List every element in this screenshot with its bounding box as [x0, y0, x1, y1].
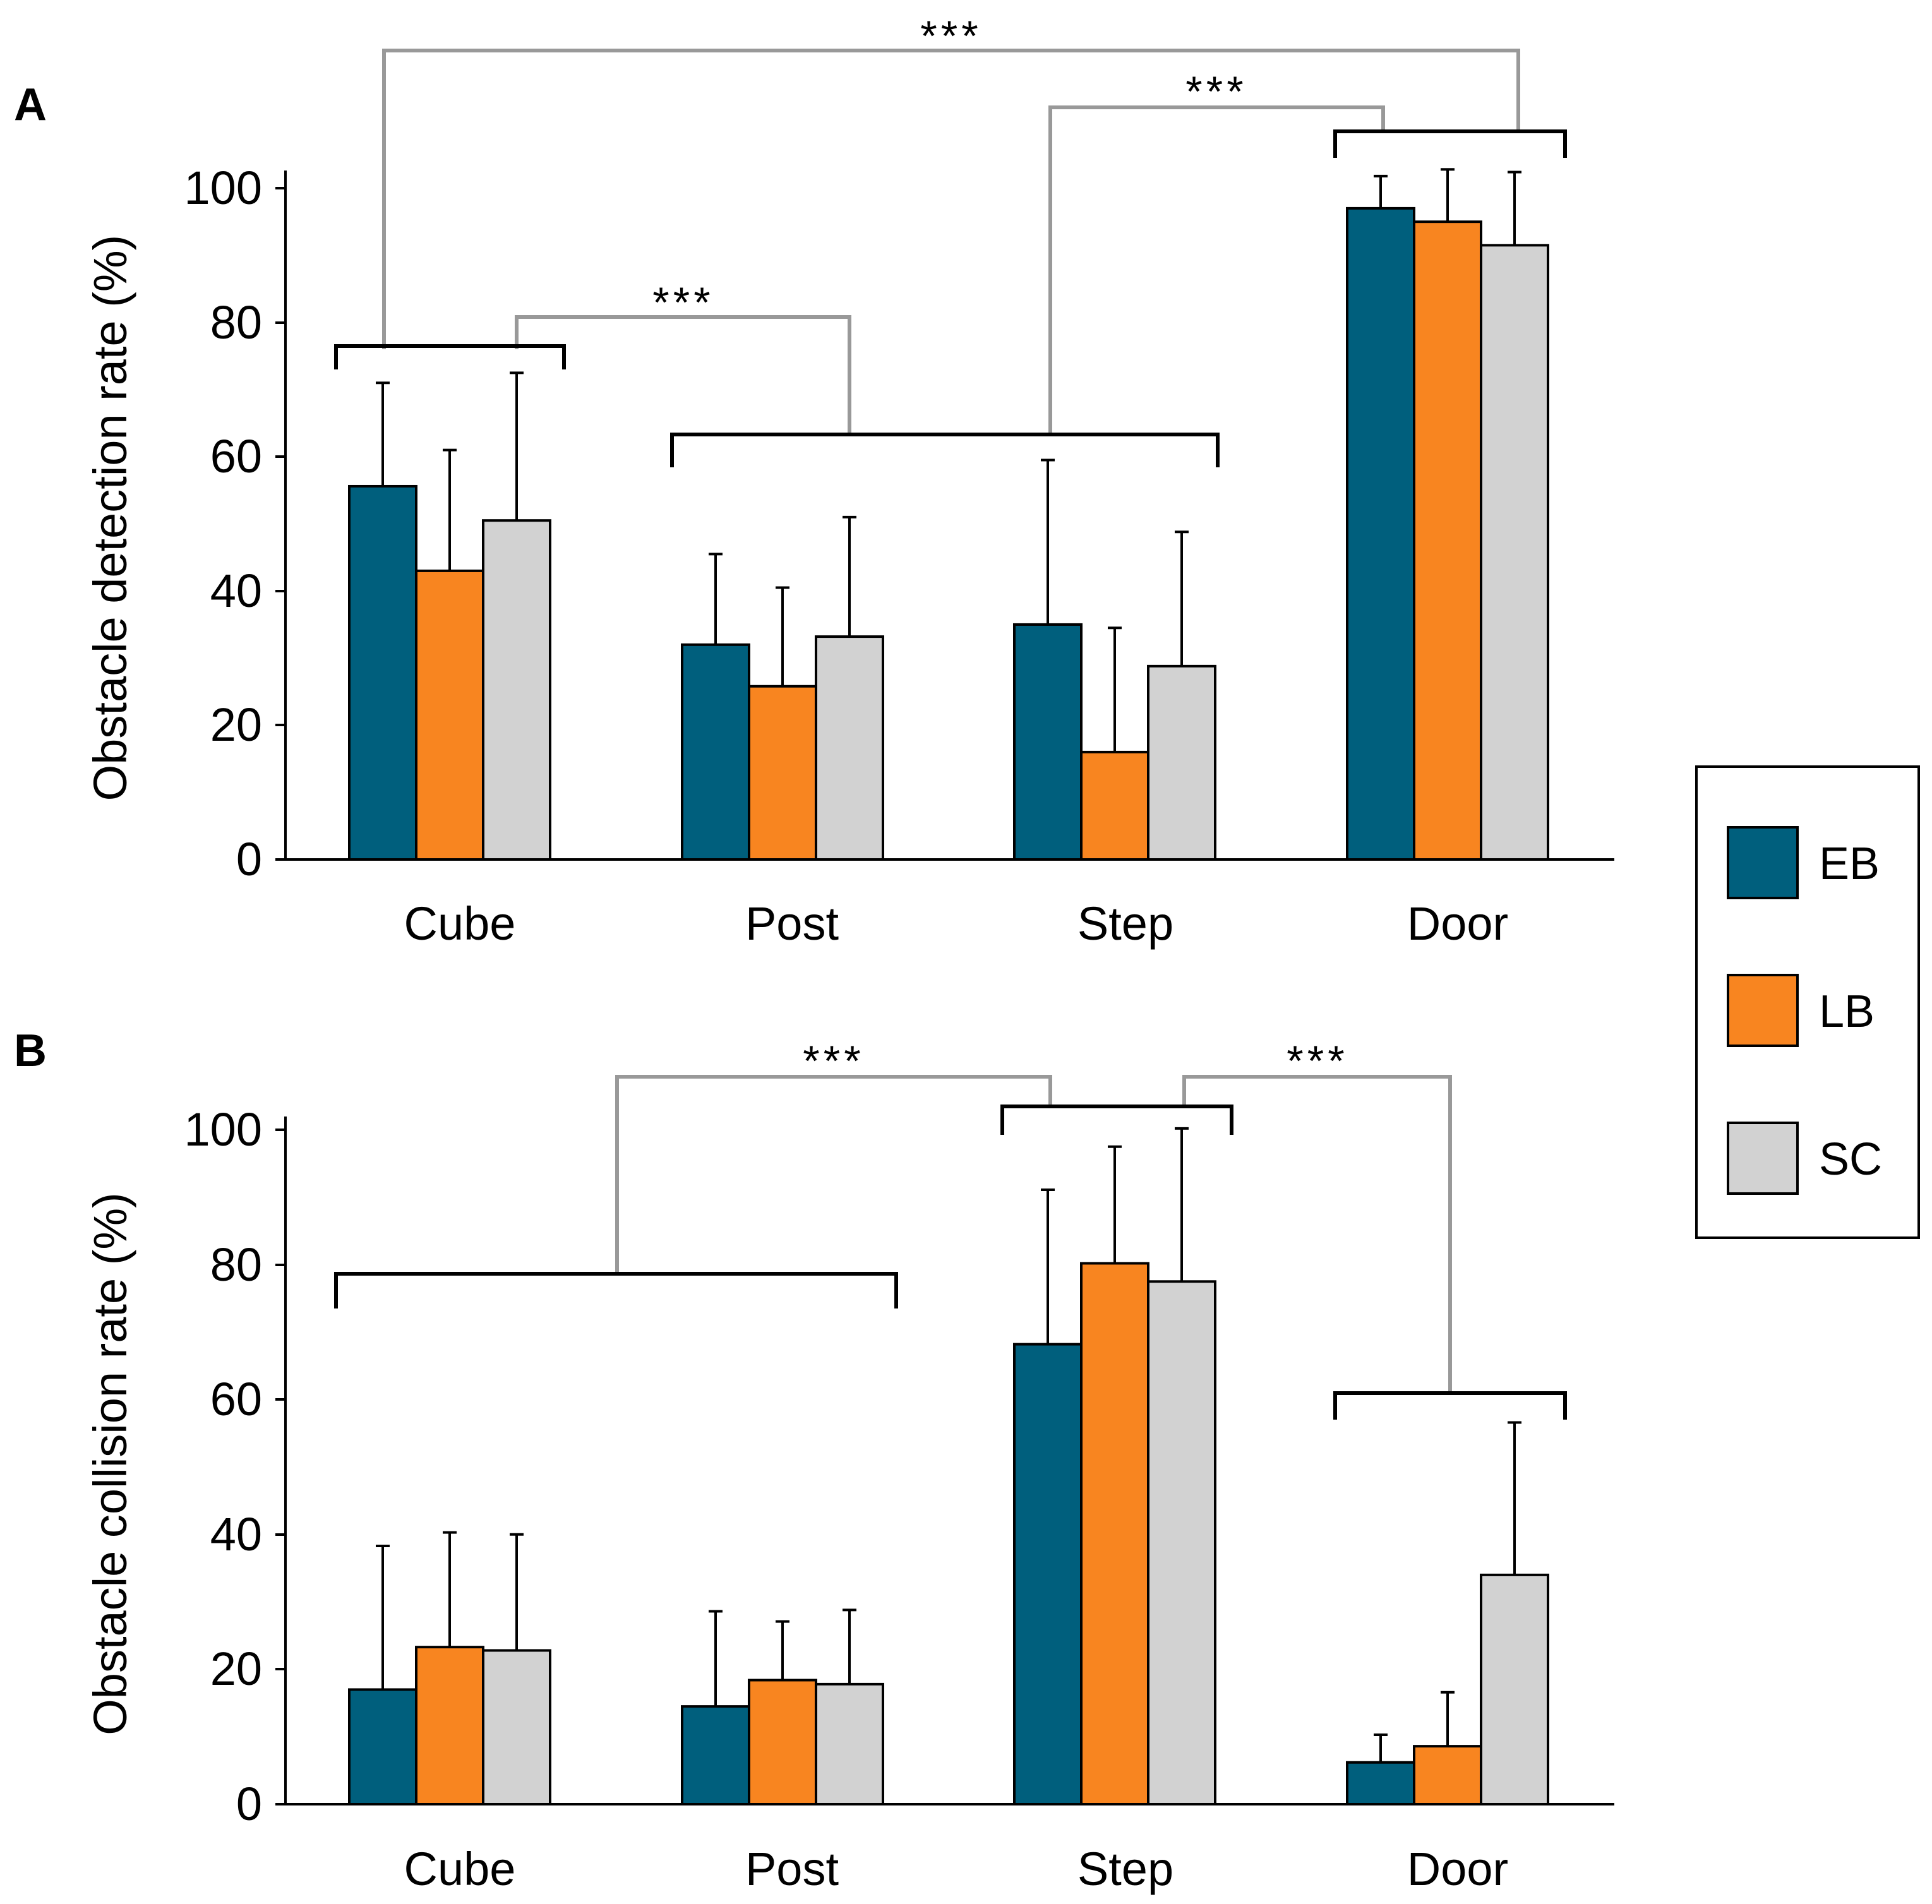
panel-a-y-tick-label: 40 [210, 565, 262, 617]
panel-b-sig-label: *** [803, 1037, 864, 1085]
legend-label-sc: SC [1819, 1134, 1882, 1185]
panel-b: B Obstacle collision rate (%) 0 20 40 60… [14, 1026, 1614, 1895]
panel-b-bar-cube-sc [482, 1649, 551, 1806]
panel-b-bracket-step [1000, 1105, 1233, 1135]
panel-a-bar-cube-lb [415, 569, 484, 861]
panel-b-y-tick-label: 40 [210, 1508, 262, 1560]
panel-b-sig-connector-step-door [1182, 1075, 1452, 1393]
panel-b-letter: B [14, 1026, 47, 1076]
panel-a-y-tick-label: 80 [210, 296, 262, 349]
panel-b-group-brackets [334, 1105, 1567, 1420]
panel-b-y-tick-label: 80 [210, 1238, 262, 1291]
panel-b-category-label: Cube [404, 1843, 516, 1895]
panel-b-bracket-cube-post [334, 1272, 898, 1308]
panel-b-y-tick-label: 100 [184, 1103, 262, 1156]
panel-a-bar-door-sc [1480, 244, 1549, 861]
panel-a-bar-step-sc [1147, 664, 1216, 861]
panel-a-bar-door-eb [1346, 207, 1415, 861]
panel-a-category-label: Post [745, 897, 839, 950]
panel-a-bracket-door [1333, 129, 1567, 158]
panel-b-bar-step-lb [1080, 1262, 1149, 1805]
panel-a-category-label: Step [1077, 897, 1173, 950]
panel-b-y-tick-label: 0 [236, 1778, 262, 1830]
panel-b-bars [348, 1127, 1549, 1806]
panel-a-sig-label: *** [652, 278, 714, 326]
panel-a-sig-label: *** [920, 12, 981, 60]
panel-a-bracket-post-step [670, 433, 1220, 467]
panel-b-bracket-door [1333, 1391, 1567, 1420]
panel-a-sig-connector-cube-poststep [515, 315, 851, 434]
legend: EB LB SC [1695, 765, 1920, 1239]
panel-a-bar-step-lb [1080, 750, 1149, 861]
panel-a-sig-connector-cube-door [382, 49, 1520, 349]
panel-a-category-label: Door [1407, 897, 1508, 950]
panel-a-bar-cube-sc [482, 519, 551, 861]
panel-a-y-tick-label: 60 [210, 430, 262, 482]
panel-a-bar-step-eb [1013, 623, 1083, 861]
panel-b-y-axis-title: Obstacle collision rate (%) [84, 1192, 136, 1735]
panel-b-bar-step-sc [1147, 1280, 1216, 1806]
panel-a-bar-post-eb [681, 643, 750, 861]
panel-b-sig-label: *** [1287, 1037, 1348, 1085]
panel-a-group-brackets [334, 129, 1567, 467]
panel-b-bar-post-sc [815, 1682, 884, 1805]
panel-b-category-label: Step [1077, 1843, 1173, 1895]
legend-swatch-eb [1727, 826, 1799, 899]
panel-b-bar-step-eb [1013, 1343, 1083, 1805]
panel-a-bars [348, 168, 1549, 861]
panel-a-significance [382, 49, 1520, 434]
panel-b-bar-post-lb [748, 1679, 817, 1806]
panel-b-bar-cube-lb [415, 1646, 484, 1805]
panel-b-bar-door-eb [1346, 1761, 1415, 1805]
panel-b-y-tick-label: 20 [210, 1643, 262, 1695]
panel-b-bar-door-sc [1480, 1573, 1549, 1805]
panel-a-bar-door-lb [1413, 220, 1482, 861]
legend-label-lb: LB [1819, 986, 1875, 1037]
panel-a-category-label: Cube [404, 897, 516, 950]
panel-b-significance [615, 1075, 1452, 1393]
panel-a-bar-post-sc [815, 635, 884, 861]
panel-a-y-axis-title: Obstacle detection rate (%) [84, 235, 136, 801]
panel-a: A Obstacle detection rate (%) 0 20 40 60… [14, 12, 1614, 950]
panel-b-category-label: Door [1407, 1843, 1508, 1895]
panel-a-y-tick-label: 100 [184, 162, 262, 214]
legend-swatch-sc [1727, 1122, 1799, 1195]
panel-b-sig-connector-cubepost-step [615, 1075, 1052, 1274]
panel-b-y-tick-label: 60 [210, 1373, 262, 1425]
panel-a-sig-connector-poststep-door [1048, 105, 1385, 434]
panel-a-bar-post-lb [748, 685, 817, 861]
panel-a-y-tick-label: 0 [236, 833, 262, 885]
panel-a-bracket-cube [334, 344, 566, 369]
legend-label-eb: EB [1819, 839, 1880, 889]
panel-b-bar-post-eb [681, 1705, 750, 1805]
panel-a-bar-cube-eb [348, 484, 417, 861]
panel-a-y-tick-label: 20 [210, 698, 262, 751]
panel-a-letter: A [14, 80, 47, 130]
panel-b-bar-door-lb [1413, 1745, 1482, 1806]
panel-a-sig-label: *** [1185, 68, 1247, 116]
legend-swatch-lb [1727, 974, 1799, 1047]
panel-b-bar-cube-eb [348, 1688, 417, 1805]
panel-b-category-label: Post [745, 1843, 839, 1895]
